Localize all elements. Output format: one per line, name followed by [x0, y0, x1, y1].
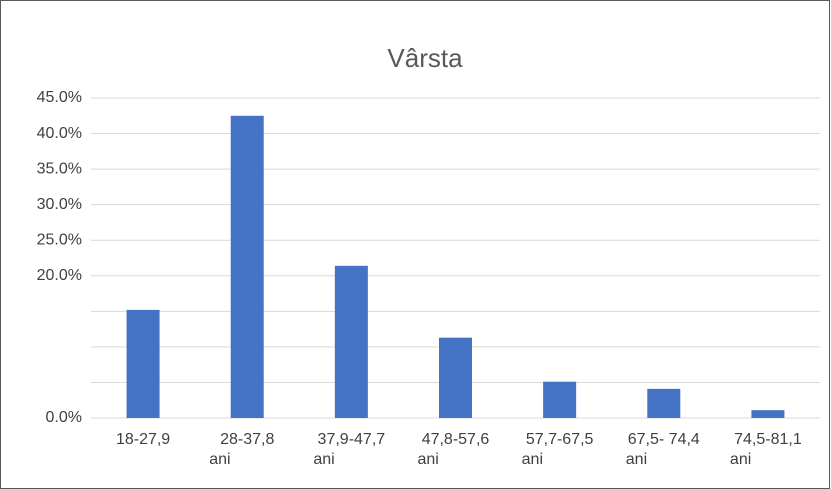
y-tick-label: 45.0% — [37, 89, 82, 106]
bar — [543, 381, 577, 418]
bar — [230, 115, 264, 419]
bar — [439, 337, 472, 418]
x-tick-label: 67,5- 74,4 — [628, 431, 700, 448]
bar — [334, 265, 368, 418]
x-tick-label: ani — [730, 451, 751, 468]
x-tick-label: 74,5-81,1 — [734, 431, 802, 448]
y-tick-label: 35.0% — [37, 160, 82, 177]
y-tick-label: 25.0% — [37, 231, 82, 248]
x-tick-label: 47,8-57,6 — [422, 431, 490, 448]
x-tick-label: ani — [522, 451, 543, 468]
x-tick-label: 57,7-67,5 — [526, 431, 594, 448]
y-tick-label: 20.0% — [37, 267, 82, 284]
bar — [751, 410, 785, 418]
chart-title: Vârsta — [387, 43, 463, 73]
x-tick-label: ani — [313, 451, 334, 468]
x-tick-label: 37,9-47,7 — [318, 431, 386, 448]
x-tick-label: 18-27,9 — [116, 431, 170, 448]
x-tick-label: ani — [418, 451, 439, 468]
x-tick-label: 28-37,8 — [220, 431, 274, 448]
y-tick-label: 40.0% — [37, 125, 82, 142]
bar — [647, 388, 681, 418]
x-tick-label: ani — [209, 451, 230, 468]
bar — [126, 309, 160, 418]
y-tick-label: 0.0% — [46, 409, 82, 426]
y-tick-label: 30.0% — [37, 196, 82, 213]
x-tick-label: ani — [626, 451, 647, 468]
